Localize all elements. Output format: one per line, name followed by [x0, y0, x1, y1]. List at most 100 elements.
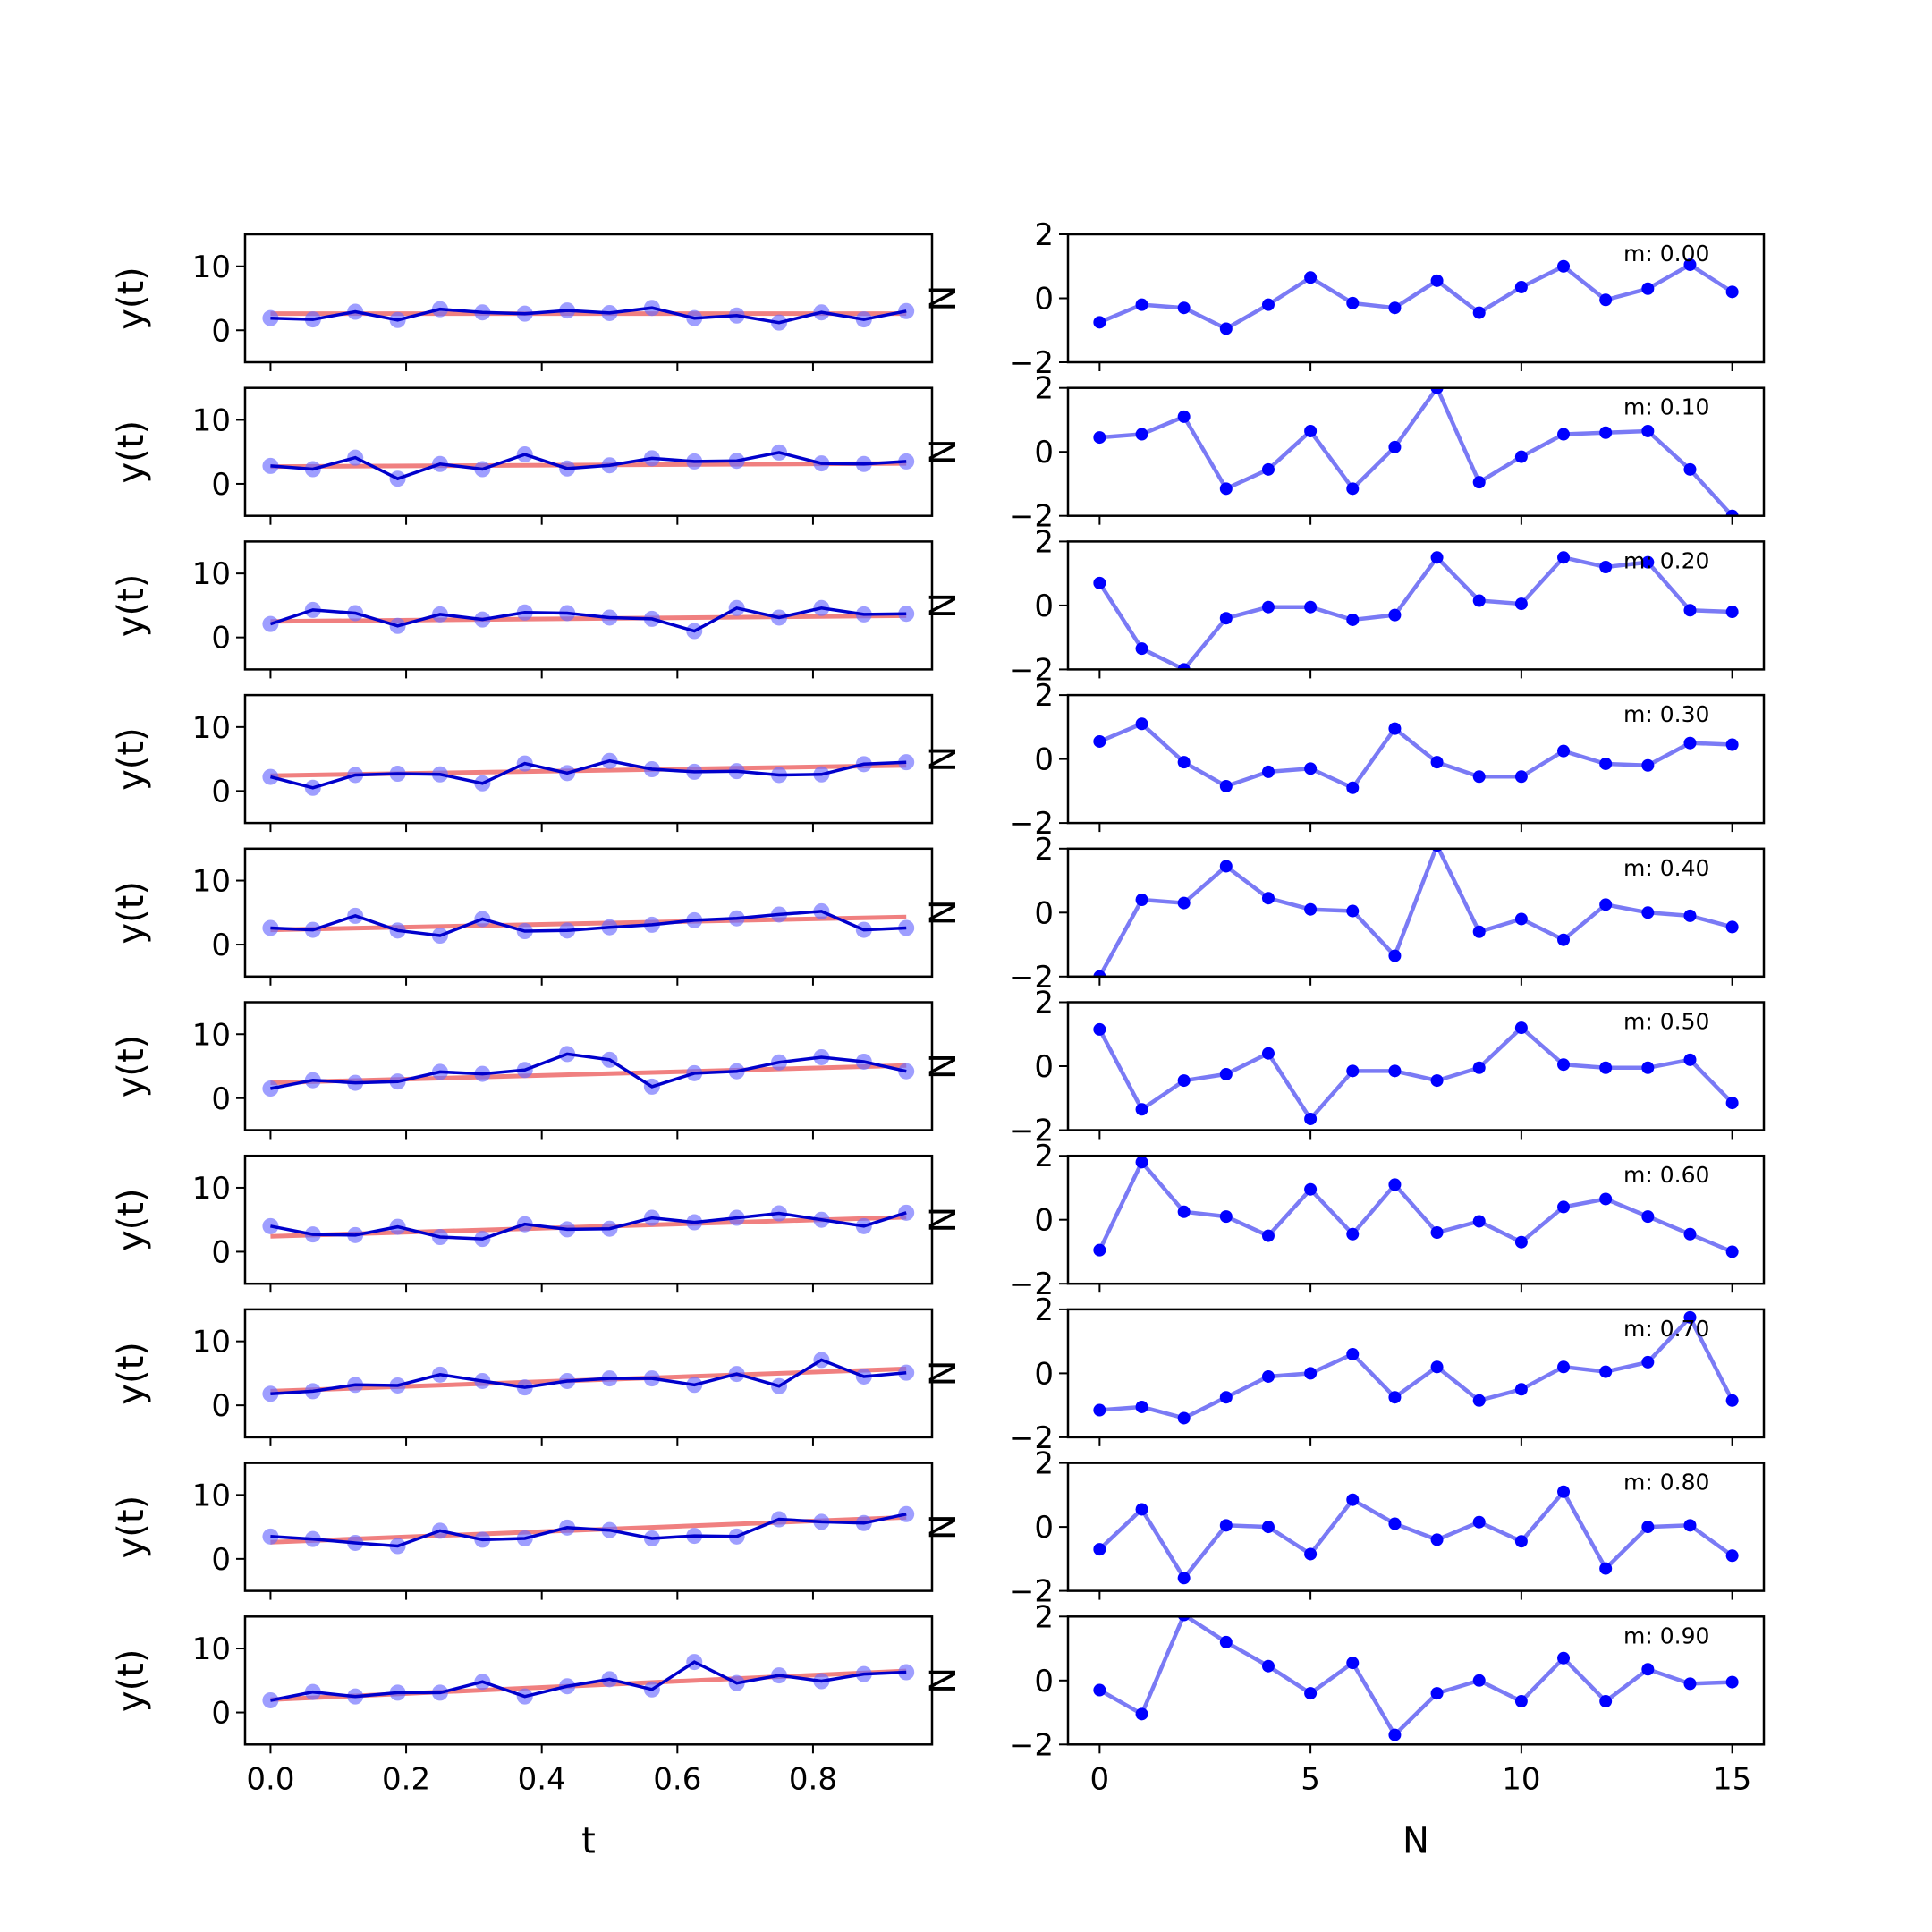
noise-point: [1725, 1245, 1739, 1258]
noise-point: [1599, 1562, 1613, 1575]
y-tick-label: 10: [192, 710, 231, 746]
row-annotation: m: 0.30: [1623, 701, 1709, 727]
timeseries-subplot: 0 10 y(t): [111, 1462, 934, 1600]
noise-point: [1304, 424, 1318, 437]
noise-point: [1472, 306, 1486, 319]
noise-point: [1388, 1178, 1402, 1191]
row-annotation: m: 0.80: [1623, 1470, 1709, 1496]
plot-frame: [243, 386, 934, 517]
noise-point: [1599, 757, 1613, 770]
data-line: [270, 1358, 907, 1396]
y-tick-label: 2: [1034, 986, 1054, 1021]
y-tick-label: −2: [1009, 499, 1054, 535]
row-annotation: m: 0.50: [1623, 1009, 1709, 1035]
noise-point: [1261, 462, 1275, 476]
timeseries-subplot: 0 10 y(t): [111, 233, 934, 371]
noise-point: [1725, 1097, 1739, 1110]
noise-point: [1514, 1695, 1528, 1708]
noise-point: [1388, 1064, 1402, 1078]
noise-point: [1683, 462, 1697, 476]
fit-line: [270, 1063, 907, 1086]
y-axis-label: N: [923, 1053, 964, 1080]
y-tick-label: 10: [192, 864, 231, 900]
noise-point: [1472, 1674, 1486, 1687]
y-axis-label: y(t): [111, 574, 152, 638]
noise-point: [1388, 608, 1402, 622]
y-tick-label: 10: [192, 1631, 231, 1667]
y-tick-label: −2: [1009, 1420, 1054, 1456]
timeseries-subplot: 0 10 y(t): [111, 386, 934, 525]
y-axis-label: y(t): [111, 1649, 152, 1713]
plot-frame: [243, 847, 934, 979]
y-tick-label: 0: [211, 313, 231, 349]
noise-point: [1599, 1061, 1613, 1074]
data-line: [270, 1513, 907, 1548]
y-tick-label: 2: [1034, 217, 1054, 253]
plot-frame: [243, 1462, 934, 1592]
noise-point: [1135, 717, 1148, 731]
noise-point: [1346, 781, 1360, 794]
y-axis-label: N: [923, 1360, 964, 1386]
noise-point: [1093, 1683, 1106, 1697]
x-tick-label: 0.2: [382, 1761, 430, 1797]
y-axis-label: y(t): [111, 1188, 152, 1251]
noise-line: [1098, 721, 1733, 791]
x-tick-label: 15: [1713, 1761, 1751, 1797]
y-axis-label: N: [923, 1667, 964, 1694]
plot-frame: [243, 1615, 934, 1746]
series-group: [1093, 1485, 1739, 1585]
noise-point: [1219, 860, 1233, 873]
noise-point: [1514, 1383, 1528, 1396]
noise-point: [1261, 1369, 1275, 1383]
noise-point: [1557, 259, 1571, 273]
noise-point: [1683, 909, 1697, 922]
noise-point: [1135, 642, 1148, 656]
data-line: [270, 1660, 907, 1702]
noise-point: [1472, 476, 1486, 489]
y-tick-label: 0: [1034, 589, 1054, 624]
plot-area: [1068, 387, 1764, 516]
series-group: [1093, 1021, 1739, 1125]
data-line: [269, 758, 907, 790]
y-axis-label: y(t): [111, 881, 152, 945]
y-tick-label: 2: [1034, 1446, 1054, 1482]
y-tick-label: 2: [1034, 1292, 1054, 1328]
noise-point: [1261, 1659, 1275, 1673]
noise-point: [1514, 1235, 1528, 1249]
noise-subplot: −2 0 2 Nm: 0.80: [923, 1446, 1766, 1610]
series-group: [1093, 551, 1739, 670]
y-tick-label: 2: [1034, 371, 1054, 407]
x-tick-label: 0.0: [246, 1761, 294, 1797]
noise-point: [1599, 1192, 1613, 1206]
noise-point: [1304, 600, 1318, 614]
row-annotation: m: 0.40: [1623, 855, 1709, 881]
noise-point: [1683, 736, 1697, 750]
noise-point: [1304, 1182, 1318, 1196]
noise-point: [1430, 274, 1444, 287]
noise-point: [1472, 1394, 1486, 1407]
data-line: [270, 910, 907, 937]
subplot-grid: 0 10 y(t) −2 0 2 Nm: 0.00 0 10 y(t) −2 0 2 Nm: 0.10 0 1…: [111, 217, 1766, 1861]
row-annotation: m: 0.20: [1623, 547, 1709, 573]
noise-point: [1219, 322, 1233, 335]
noise-point: [1304, 1112, 1318, 1125]
noise-point: [1725, 606, 1739, 619]
y-axis-label: N: [923, 438, 964, 465]
noise-point: [1135, 298, 1148, 311]
row-annotation: m: 0.10: [1623, 394, 1709, 420]
noise-point: [1472, 925, 1486, 938]
noise-point: [1219, 612, 1233, 625]
noise-subplot: −2 0 2 Nm: 0.70: [923, 1292, 1766, 1456]
noise-point: [1093, 1543, 1106, 1556]
noise-point: [1725, 920, 1739, 934]
y-tick-label: 10: [192, 402, 231, 438]
y-tick-label: 0: [211, 928, 231, 963]
series-group: [1093, 387, 1739, 516]
noise-point: [1093, 970, 1106, 977]
series-group: [1093, 1616, 1739, 1741]
noise-point: [1135, 894, 1148, 906]
noise-point: [1557, 551, 1571, 564]
noise-point: [1725, 509, 1739, 516]
noise-point: [1599, 426, 1613, 439]
noise-point: [1641, 555, 1655, 569]
